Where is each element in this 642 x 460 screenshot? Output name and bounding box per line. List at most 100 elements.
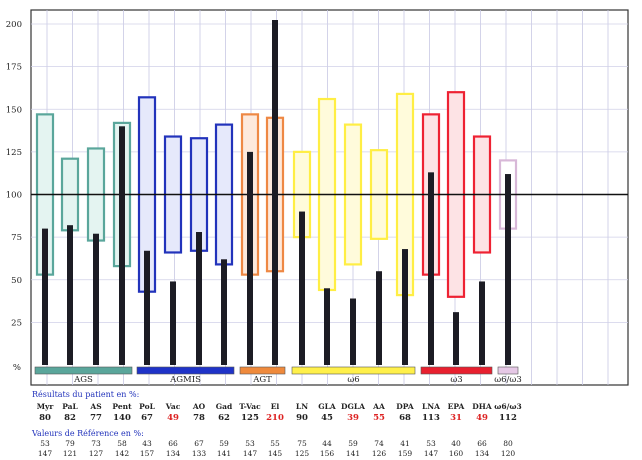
- group-label: AGT: [252, 375, 272, 385]
- group-bar: [291, 366, 416, 375]
- category-label: AS: [89, 402, 101, 411]
- reference-low-label: 74: [374, 439, 384, 448]
- reference-high-label: 145: [268, 449, 283, 458]
- category-label: GLA: [318, 402, 336, 411]
- results-label: Résultats du patient en %:: [32, 390, 139, 399]
- y-tick-label: 25: [11, 318, 22, 328]
- category-label: DHA: [472, 402, 492, 411]
- reference-low-label: 41: [400, 439, 410, 448]
- reference-high-label: 127: [89, 449, 104, 458]
- group-legend: AGS AGMIS AGT ω6 ω3 ω6/ω3: [34, 366, 522, 385]
- group-label: AGMIS: [169, 375, 201, 385]
- reference-high-label: 141: [346, 449, 360, 458]
- category-label: AA: [372, 402, 385, 411]
- category-label: DPA: [396, 402, 414, 411]
- reference-low-label: 66: [477, 439, 487, 448]
- y-tick-label: 150: [6, 105, 22, 115]
- patient-value-bar: [428, 172, 434, 365]
- group-bar: [420, 366, 493, 375]
- group-bar: [497, 366, 519, 375]
- patient-value-bar: [324, 288, 330, 365]
- reference-low-label: 80: [503, 439, 513, 448]
- patient-value-label: 113: [422, 413, 440, 423]
- patient-value-label: 140: [113, 413, 131, 423]
- patient-value-label: 62: [218, 413, 230, 423]
- category-label: El: [271, 402, 280, 411]
- patient-value-label: 39: [347, 413, 359, 423]
- reference-low-label: 75: [297, 439, 307, 448]
- patient-value-label: 55: [373, 413, 385, 423]
- y-unit-label: %: [13, 363, 21, 373]
- reference-high-label: 121: [63, 449, 77, 458]
- reference-low-label: 73: [91, 439, 101, 448]
- reference-low-label: 59: [348, 439, 358, 448]
- value-table: Résultats du patient en %: Valeurs de Réf…: [31, 390, 522, 458]
- patient-value-label: 210: [266, 413, 284, 423]
- patient-value-label: 125: [241, 413, 259, 423]
- category-label: PaL: [62, 402, 78, 411]
- reference-low-label: 79: [65, 439, 75, 448]
- patient-value-bar: [221, 259, 227, 365]
- patient-value-label: 49: [476, 413, 488, 423]
- patient-value-label: 78: [193, 413, 205, 423]
- patient-value-label: 90: [296, 413, 308, 423]
- category-label: Myr: [37, 402, 55, 411]
- category-label: Gad: [216, 402, 233, 411]
- group-bar: [136, 366, 235, 375]
- group-label: AGS: [73, 375, 93, 385]
- reference-high-label: 125: [295, 449, 310, 458]
- reference-high-label: 133: [192, 449, 207, 458]
- y-tick-label: 200: [6, 20, 22, 30]
- reference-low-label: 67: [194, 439, 204, 448]
- reference-high-label: 159: [398, 449, 413, 458]
- y-tick-label: 175: [6, 63, 22, 73]
- reference-high-label: 120: [501, 449, 516, 458]
- patient-value-bar: [505, 174, 511, 365]
- patient-value-bar: [247, 151, 253, 365]
- patient-value-label: 67: [141, 413, 153, 423]
- patient-value-bar: [350, 298, 356, 365]
- reference-high-label: 126: [372, 449, 387, 458]
- y-tick-label: 100: [6, 191, 22, 201]
- patient-value-bar: [42, 228, 48, 365]
- reference-high-label: 156: [320, 449, 335, 458]
- reference-high-label: 147: [243, 449, 258, 458]
- patient-value-bar: [144, 250, 150, 365]
- patient-value-label: 77: [90, 413, 102, 423]
- reference-low-label: 59: [219, 439, 229, 448]
- reference-high-label: 160: [449, 449, 464, 458]
- patient-value-bar: [299, 211, 305, 365]
- patient-value-label: 112: [499, 413, 517, 423]
- patient-value-bar: [196, 232, 202, 365]
- y-tick-label: 50: [11, 276, 22, 286]
- category-label: LNA: [422, 402, 440, 411]
- patient-value-bar: [272, 20, 278, 365]
- reference-high-label: 141: [217, 449, 231, 458]
- reference-high-label: 134: [166, 449, 181, 458]
- category-label: LN: [296, 402, 308, 411]
- patient-value-bar: [119, 126, 125, 365]
- patient-value-label: 68: [399, 413, 411, 423]
- group-label: ω6/ω3: [494, 375, 522, 385]
- category-label: T-Vac: [239, 402, 261, 411]
- patient-value-bars: [42, 20, 511, 365]
- reference-high-label: 147: [38, 449, 53, 458]
- reference-low-label: 44: [322, 439, 332, 448]
- reference-low-label: 55: [270, 439, 280, 448]
- category-label: AO: [192, 402, 206, 411]
- reference-low-label: 43: [142, 439, 152, 448]
- patient-value-label: 31: [450, 413, 462, 423]
- group-label: ω3: [450, 375, 462, 385]
- reference-high-label: 142: [115, 449, 130, 458]
- category-label: EPA: [448, 402, 465, 411]
- y-tick-label: 125: [6, 148, 22, 158]
- patient-value-bar: [170, 281, 176, 365]
- group-label: ω6: [347, 375, 359, 385]
- reference-label: Valeurs de Référence en %:: [31, 429, 144, 438]
- patient-value-label: 45: [321, 413, 333, 423]
- patient-value-bar: [402, 249, 408, 365]
- patient-value-bar: [93, 233, 99, 365]
- reference-high-label: 157: [140, 449, 155, 458]
- reference-low-label: 53: [426, 439, 436, 448]
- y-tick-labels: 25 50 75 100 125 150 175 200%: [6, 20, 22, 373]
